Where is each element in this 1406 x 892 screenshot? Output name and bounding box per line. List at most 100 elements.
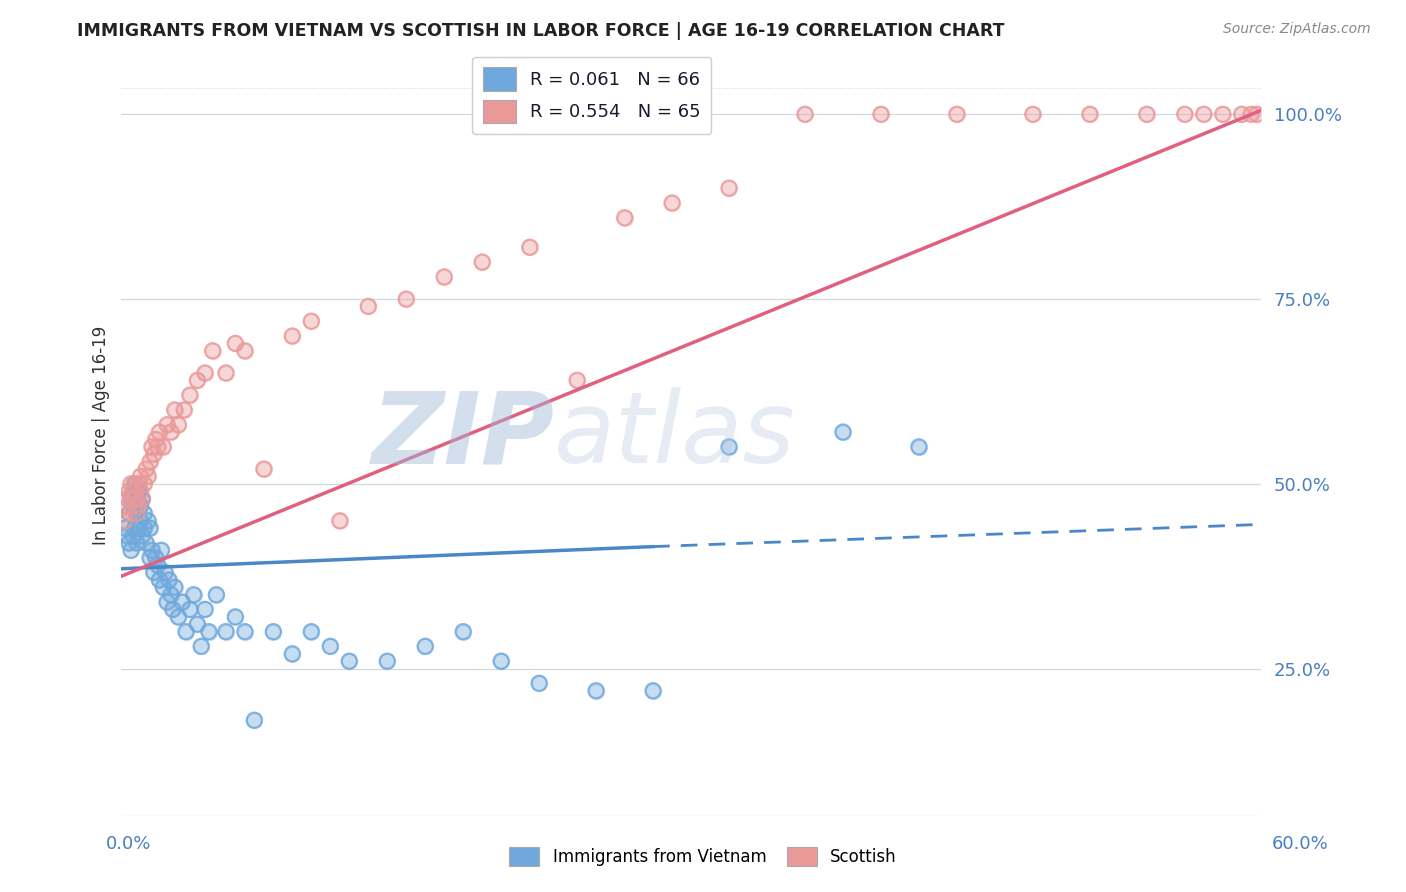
Point	[118, 536, 141, 550]
Point	[641, 683, 664, 698]
Point	[471, 255, 494, 269]
Point	[870, 107, 893, 121]
Point	[167, 609, 190, 624]
Point	[162, 602, 184, 616]
Point	[197, 624, 219, 639]
Point	[124, 491, 146, 506]
Point	[186, 373, 208, 387]
Point	[148, 573, 170, 587]
Point	[152, 440, 174, 454]
Point	[253, 462, 276, 476]
Point	[183, 588, 205, 602]
Point	[215, 624, 238, 639]
Point	[215, 624, 238, 639]
Point	[159, 425, 181, 439]
Point	[451, 624, 474, 639]
Point	[179, 388, 201, 402]
Point	[125, 491, 148, 506]
Point	[172, 595, 194, 609]
Point	[135, 462, 157, 476]
Point	[1230, 107, 1253, 121]
Point	[131, 528, 153, 542]
Point	[908, 440, 931, 454]
Point	[120, 491, 142, 506]
Point	[128, 476, 150, 491]
Point	[124, 476, 146, 491]
Point	[152, 440, 174, 454]
Point	[148, 573, 170, 587]
Point	[190, 640, 212, 654]
Point	[129, 484, 152, 499]
Point	[194, 366, 217, 380]
Point	[832, 425, 855, 439]
Point	[125, 536, 148, 550]
Point	[139, 521, 162, 535]
Point	[201, 343, 224, 358]
Point	[433, 269, 456, 284]
Point	[205, 588, 228, 602]
Point	[120, 476, 142, 491]
Point	[114, 514, 136, 528]
Point	[128, 521, 150, 535]
Point	[141, 440, 163, 454]
Point	[489, 654, 512, 668]
Point	[136, 469, 159, 483]
Point	[150, 543, 173, 558]
Point	[197, 624, 219, 639]
Point	[134, 521, 156, 535]
Point	[395, 292, 418, 306]
Point	[262, 624, 284, 639]
Point	[139, 521, 162, 535]
Point	[145, 433, 167, 447]
Point	[433, 269, 456, 284]
Point	[146, 558, 169, 572]
Point	[134, 476, 156, 491]
Point	[125, 491, 148, 506]
Point	[163, 403, 186, 417]
Point	[115, 528, 138, 542]
Point	[299, 314, 322, 328]
Point	[125, 506, 148, 520]
Point	[150, 543, 173, 558]
Point	[163, 580, 186, 594]
Point	[152, 580, 174, 594]
Point	[125, 506, 148, 520]
Point	[128, 476, 150, 491]
Point	[186, 617, 208, 632]
Point	[142, 447, 165, 461]
Point	[173, 403, 195, 417]
Point	[233, 343, 256, 358]
Point	[148, 425, 170, 439]
Point	[215, 366, 238, 380]
Point	[131, 528, 153, 542]
Point	[118, 506, 141, 520]
Point	[134, 506, 156, 520]
Point	[124, 476, 146, 491]
Point	[1212, 107, 1234, 121]
Point	[120, 491, 142, 506]
Point	[1078, 107, 1101, 121]
Point	[717, 181, 740, 195]
Point	[146, 440, 169, 454]
Point	[131, 491, 153, 506]
Point	[139, 454, 162, 468]
Text: atlas: atlas	[554, 387, 796, 484]
Point	[134, 521, 156, 535]
Point	[128, 484, 150, 499]
Point	[1136, 107, 1159, 121]
Point	[120, 491, 142, 506]
Point	[115, 491, 138, 506]
Point	[186, 373, 208, 387]
Point	[157, 573, 180, 587]
Point	[134, 506, 156, 520]
Point	[172, 595, 194, 609]
Point	[129, 499, 152, 513]
Point	[565, 373, 588, 387]
Point	[146, 440, 169, 454]
Point	[793, 107, 815, 121]
Point	[1240, 107, 1263, 121]
Point	[641, 683, 664, 698]
Point	[121, 499, 143, 513]
Point	[145, 550, 167, 565]
Point	[139, 550, 162, 565]
